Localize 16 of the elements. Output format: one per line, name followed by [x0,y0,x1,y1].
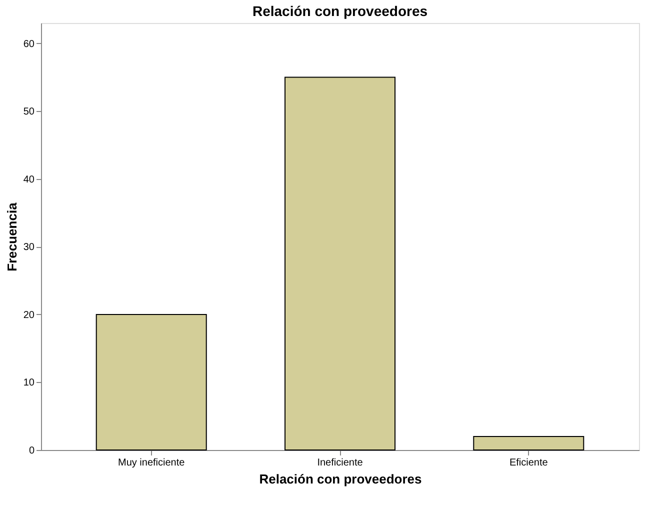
bar [96,314,207,450]
y-axis-title: Frecuencia [4,202,20,272]
x-axis-title: Relación con proveedores [259,472,422,486]
y-tick-label: 30 [23,242,35,254]
y-tick-label: 60 [23,38,35,50]
bar [284,76,396,450]
y-tick-label: 10 [23,378,35,389]
y-tick-label: 20 [23,310,35,321]
y-tick-label: 0 [28,446,35,456]
y-tick-label: 40 [23,174,35,186]
bar [473,436,584,450]
x-tick-label: Ineficiente [317,458,364,468]
x-tick-label: Muy ineficiente [118,458,186,468]
chart-title: Relación con proveedores [252,3,428,19]
y-tick-label: 50 [23,106,35,118]
x-tick-label: Eficiente [509,458,548,468]
